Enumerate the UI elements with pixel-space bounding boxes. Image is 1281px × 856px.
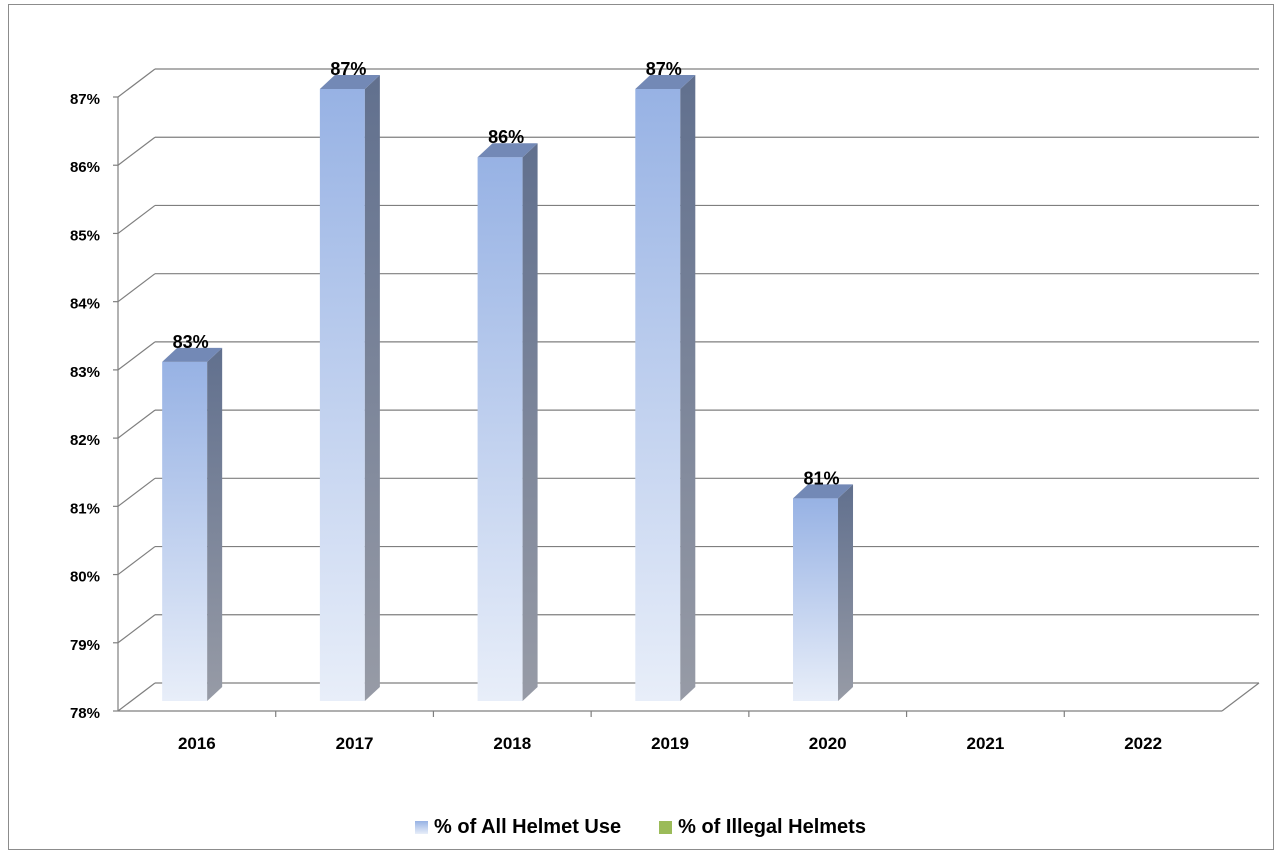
x-tick-label: 2021: [967, 734, 1005, 753]
legend-item-illegal-helmets: % of Illegal Helmets: [659, 816, 866, 839]
data-label-2018: 86%: [488, 127, 524, 147]
bar-2019: [635, 89, 681, 701]
y-tick-label: 81%: [70, 500, 100, 517]
wall-diagonal-8: [117, 136, 156, 166]
bar-2018: [477, 157, 523, 701]
wall-diagonal-6: [117, 273, 156, 303]
bar-top-2019: [635, 75, 696, 89]
wall-diagonal-1: [117, 614, 156, 644]
bar-top-2018: [477, 143, 538, 158]
legend-swatch-illegal-helmets: [659, 820, 673, 834]
legend-label-illegal-helmets: % of Illegal Helmets: [678, 815, 866, 838]
x-tick-label: 2018: [493, 734, 531, 753]
bar-side-2020: [838, 484, 854, 701]
data-label-2016: 83%: [173, 332, 209, 352]
y-tick-label: 87%: [70, 91, 100, 108]
y-tick-label: 86%: [70, 159, 100, 176]
wall-diagonal-3: [117, 477, 156, 507]
y-tick-label: 78%: [70, 705, 100, 722]
legend-item-helmet-use: % of All Helmet Use: [415, 816, 621, 839]
bar-side-2017: [364, 75, 380, 701]
wall-diagonal-4: [117, 409, 156, 439]
legend-label-helmet-use: % of All Helmet Use: [434, 815, 622, 838]
wall-diagonal-5: [117, 341, 156, 371]
bars: [162, 75, 854, 701]
floor-right-edge: [1221, 682, 1260, 712]
bar-2017: [319, 89, 365, 701]
labels: 78% 79% 80% 81% 82% 83% 84% 85% 86% 87% 2016 83% 201…: [70, 59, 1162, 753]
y-tick-label: 84%: [70, 296, 100, 313]
y-tick-label: 85%: [70, 227, 100, 244]
bar-2016: [162, 361, 208, 701]
bar-top-2016: [162, 347, 223, 362]
bar-top-2020: [793, 484, 854, 499]
bar-side-2016: [207, 347, 223, 701]
legend: % of All Helmet Use % of Illegal Helmets: [0, 812, 1281, 842]
data-label-2017: 87%: [330, 59, 366, 79]
bar-side-2018: [522, 143, 538, 701]
bar-2020: [793, 498, 839, 701]
x-tick-label: 2020: [809, 734, 847, 753]
bar-side-2019: [680, 75, 696, 701]
x-tick-label: 2016: [178, 734, 216, 753]
y-tick-label: 82%: [70, 432, 100, 449]
x-tick-label: 2022: [1124, 734, 1162, 753]
axes: [113, 96, 1260, 717]
wall-diagonal-2: [117, 546, 156, 576]
wall-diagonal-7: [117, 204, 156, 234]
data-label-2020: 81%: [804, 468, 840, 488]
y-tick-label: 80%: [70, 569, 100, 586]
y-tick-label: 79%: [70, 637, 100, 654]
data-label-2019: 87%: [646, 59, 682, 79]
x-tick-label: 2019: [651, 734, 689, 753]
legend-swatch-helmet-use: [415, 820, 429, 834]
y-tick-label: 83%: [70, 364, 100, 381]
wall-diagonal-0: [117, 682, 156, 712]
bar-top-2017: [319, 75, 380, 89]
x-tick-label: 2017: [336, 734, 374, 753]
wall-diagonal-9: [117, 68, 156, 98]
